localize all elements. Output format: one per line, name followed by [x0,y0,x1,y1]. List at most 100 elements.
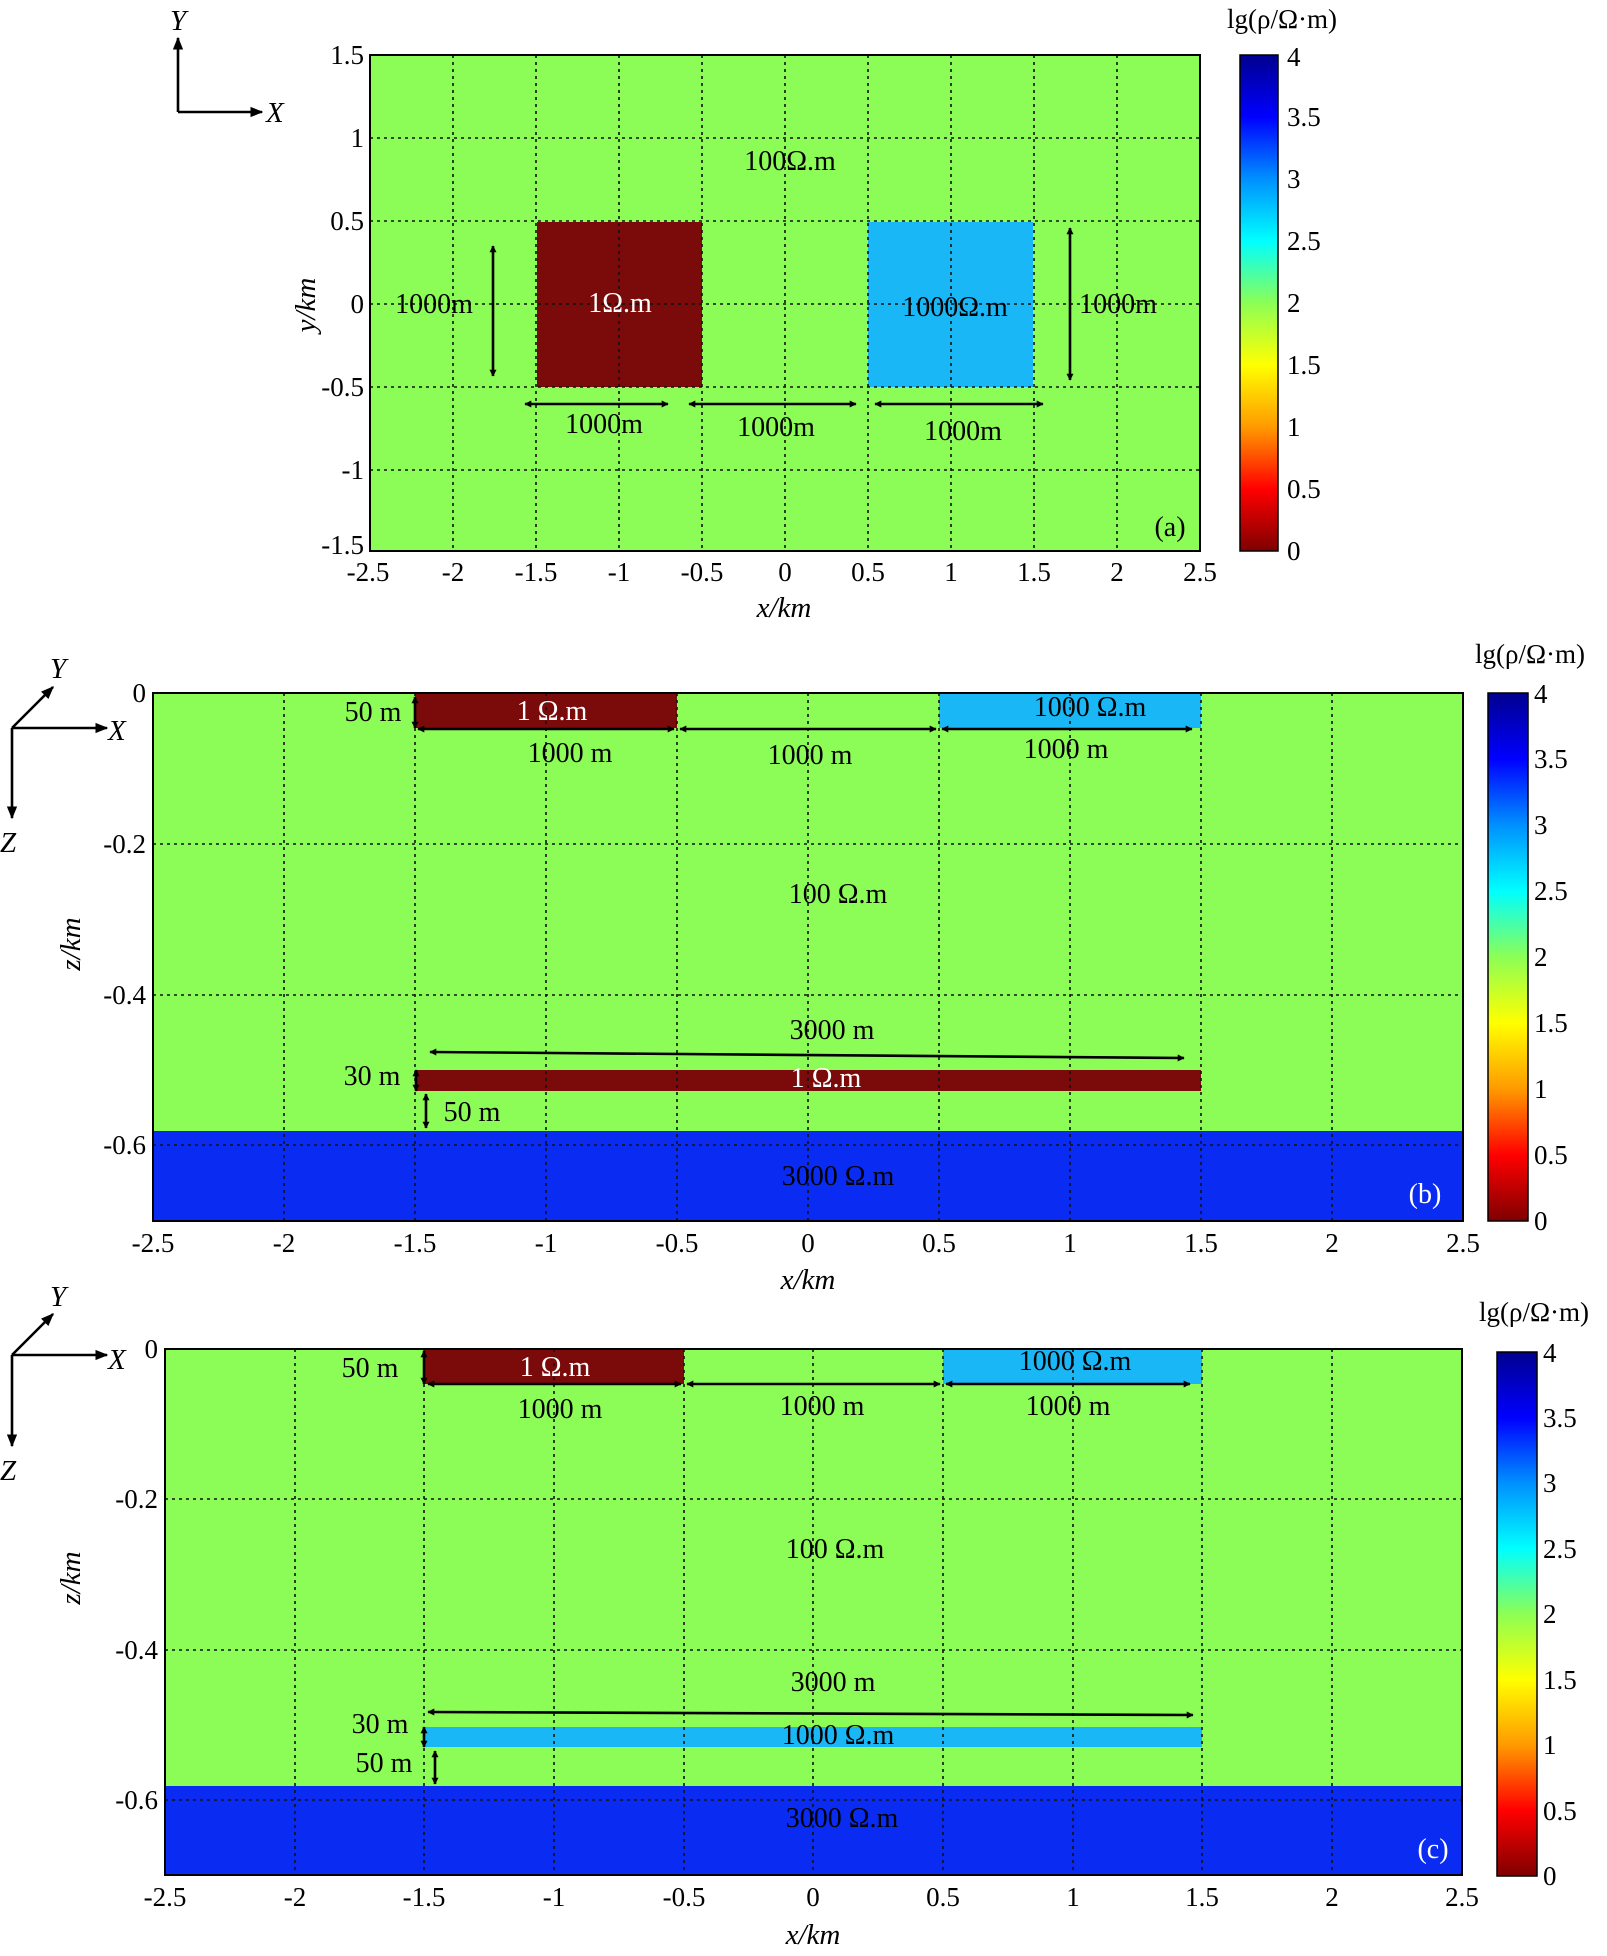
dim-length-b: 3000 m [790,1015,875,1046]
dim-width-1-b: 1000 m [528,738,613,769]
axis-symbol-a: Y X [170,5,285,129]
resistive-block-label-a: 1000Ω.m [902,292,1008,323]
colorbar-tick-b: 4 [1534,679,1548,709]
y-tick-a: 0 [351,289,365,319]
axis-symbol-x: X [107,1344,127,1376]
x-axis-label-b: x/km [780,1264,836,1296]
z-tick-b: -0.4 [103,980,146,1010]
colorbar-title-b: lg(ρ/Ω·m) [1475,639,1585,669]
x-tick-c: -0.5 [663,1882,706,1912]
dim-arrow-length-c [427,1708,1194,1719]
colorbar-title-a: lg(ρ/Ω·m) [1227,4,1337,34]
dim-gap-b: 50 m [444,1097,501,1128]
x-tick-a: -2 [442,557,465,587]
y-tick-a: 1.5 [330,40,364,70]
x-tick-a: 0.5 [851,557,885,587]
y-tick-a: 1 [351,123,365,153]
colorbar-tick-c: 2.5 [1543,1534,1577,1564]
z-tick-c: -0.2 [115,1484,158,1514]
background-resistivity-label-c: 100 Ω.m [786,1534,885,1565]
y-tick-a: -0.5 [321,372,364,402]
axis-symbol-x: X [265,97,285,129]
panel-label-c: (c) [1417,1834,1448,1865]
colorbar-tick-a: 3.5 [1287,102,1321,132]
x-tick-a: 1 [944,557,958,587]
colorbar-tick-b: 3 [1534,810,1548,840]
axis-symbol-z: Z [0,827,17,859]
colorbar-tick-a: 3 [1287,164,1301,194]
x-tick-b: 2.5 [1446,1228,1480,1258]
x-tick-a: -1 [608,557,631,587]
shallow-conductive-label-c: 1 Ω.m [520,1352,591,1383]
colorbar-tick-c: 1 [1543,1730,1557,1760]
x-tick-b: 1.5 [1184,1228,1218,1258]
colorbar-tick-b: 0 [1534,1206,1548,1236]
dim-layer-thickness-c: 30 m [352,1709,409,1740]
dim-length-c: 3000 m [791,1667,876,1698]
x-tick-a: 0 [778,557,792,587]
colorbar-tick-b: 1.5 [1534,1008,1568,1038]
x-tick-b: -0.5 [656,1228,699,1258]
x-tick-a: -1.5 [515,557,558,587]
x-tick-b: 2 [1325,1228,1339,1258]
colorbar-a [1239,54,1279,552]
x-tick-c: 0.5 [926,1882,960,1912]
z-tick-c: -0.6 [115,1785,158,1815]
panel-c: Y X Z 1 Ω.m 1000 Ω.m 100 Ω.m 1000 Ω.m [0,1281,1589,1951]
deep-layer-label-b: 1 Ω.m [791,1063,862,1094]
dim-gap-c: 50 m [356,1748,413,1779]
z-tick-b: -0.6 [103,1130,146,1160]
shallow-conductive-label-b: 1 Ω.m [517,696,588,727]
x-tick-c: -1 [543,1882,566,1912]
dim-arrow-length-b [429,1048,1185,1062]
x-tick-b: 0.5 [922,1228,956,1258]
colorbar-b [1487,692,1529,1222]
x-tick-c: 2.5 [1445,1882,1479,1912]
plot-frame-c [164,1348,1463,1876]
panel-label-b: (b) [1409,1179,1442,1210]
z-tick-c: 0 [145,1334,159,1364]
dim-left-height-a: 1000m [395,289,473,320]
colorbar-title-c: lg(ρ/Ω·m) [1479,1297,1589,1327]
x-tick-b: 1 [1063,1228,1077,1258]
background-resistivity-label-a: 100Ω.m [744,146,836,177]
axis-symbol-c: Y X Z [0,1281,127,1487]
x-tick-c: 1.5 [1185,1882,1219,1912]
background-resistivity-label-b: 100 Ω.m [789,879,888,910]
x-tick-c: 0 [806,1882,820,1912]
colorbar-c [1496,1351,1538,1877]
y-tick-a: -1.5 [321,530,364,560]
axis-symbol-y: Y [50,653,69,685]
x-tick-a: -0.5 [681,557,724,587]
dim-thickness-b: 50 m [345,697,402,728]
dim-width-1-a: 1000m [565,409,643,440]
dim-width-2-c: 1000 m [780,1391,865,1422]
z-tick-c: -0.4 [115,1635,158,1665]
colorbar-tick-b: 1 [1534,1074,1548,1104]
colorbar-tick-c: 0.5 [1543,1796,1577,1826]
y-tick-a: 0.5 [330,206,364,236]
panel-b: Y X Z 1 Ω.m 1000 Ω.m 100 Ω.m 1 Ω.m [0,639,1585,1296]
conductive-block-label-a: 1Ω.m [588,288,652,319]
x-tick-b: -1 [535,1228,558,1258]
x-tick-b: -1.5 [394,1228,437,1258]
dim-width-2-b: 1000 m [768,740,853,771]
colorbar-tick-a: 2 [1287,288,1301,318]
x-tick-a: -2.5 [347,557,390,587]
colorbar-tick-c: 1.5 [1543,1665,1577,1695]
deep-layer-label-c: 1000 Ω.m [782,1720,895,1751]
colorbar-tick-b: 2 [1534,942,1548,972]
colorbar-tick-c: 2 [1543,1599,1557,1629]
x-tick-b: -2.5 [132,1228,175,1258]
x-tick-c: -2.5 [144,1882,187,1912]
x-tick-c: 1 [1066,1882,1080,1912]
dim-layer-thickness-b: 30 m [344,1061,401,1092]
x-tick-a: 2.5 [1183,557,1217,587]
conductive-block-a [537,222,702,387]
x-tick-b: -2 [273,1228,296,1258]
grid-b [153,693,1463,1221]
colorbar-tick-b: 2.5 [1534,876,1568,906]
z-axis-label-c: z/km [55,1551,87,1605]
plot-frame-a [369,54,1201,552]
basement-label-b: 3000 Ω.m [782,1161,895,1192]
